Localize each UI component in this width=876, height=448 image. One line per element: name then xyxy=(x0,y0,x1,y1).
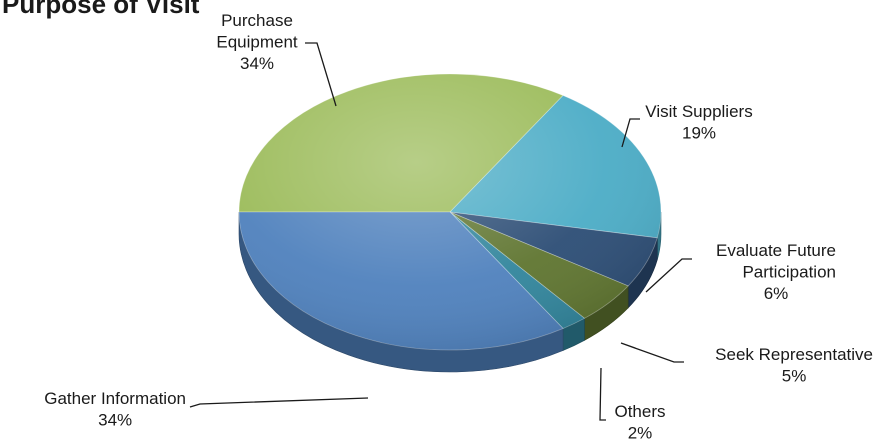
leader-line-others xyxy=(599,367,606,421)
category-label-others: Others xyxy=(614,402,665,421)
value-label-evaluate-future-participation: 6% xyxy=(764,284,789,303)
category-label-evaluate-future-participation: Evaluate Future Participation xyxy=(716,241,836,282)
chart-title: Purpose of Visit xyxy=(2,0,200,19)
slice-label-seek-representative: Seek Representative 5% xyxy=(620,342,873,386)
category-label-seek-representative: Seek Representative xyxy=(715,345,873,364)
slice-label-evaluate-future-participation: Evaluate Future Participation 6% xyxy=(645,241,836,303)
leader-line-gather-information xyxy=(189,397,369,408)
leader-line-visit-suppliers xyxy=(621,118,640,148)
category-label-gather-information: Gather Information xyxy=(44,389,186,408)
value-label-visit-suppliers: 19% xyxy=(682,124,716,143)
value-label-gather-information: 34% xyxy=(98,411,132,430)
pie-labels: Purchase Equipment 34% Visit Suppliers 19% Ev… xyxy=(44,11,873,443)
value-label-purchase-equipment: 34% xyxy=(240,54,274,73)
leader-line-purchase-equipment xyxy=(305,42,337,107)
value-label-seek-representative: 5% xyxy=(782,367,807,386)
slice-label-visit-suppliers: Visit Suppliers 19% xyxy=(621,102,753,148)
category-label-purchase-equipment: Purchase Equipment xyxy=(216,11,298,52)
pie-tops xyxy=(238,73,662,351)
slice-label-gather-information: Gather Information 34% xyxy=(44,389,369,430)
slice-label-purchase-equipment: Purchase Equipment 34% xyxy=(216,11,337,107)
leader-line-evaluate-future-participation xyxy=(645,258,692,293)
leader-line-seek-representative xyxy=(620,342,684,363)
category-label-visit-suppliers: Visit Suppliers xyxy=(645,102,752,121)
slice-label-others: Others 2% xyxy=(599,367,666,443)
value-label-others: 2% xyxy=(628,424,653,443)
